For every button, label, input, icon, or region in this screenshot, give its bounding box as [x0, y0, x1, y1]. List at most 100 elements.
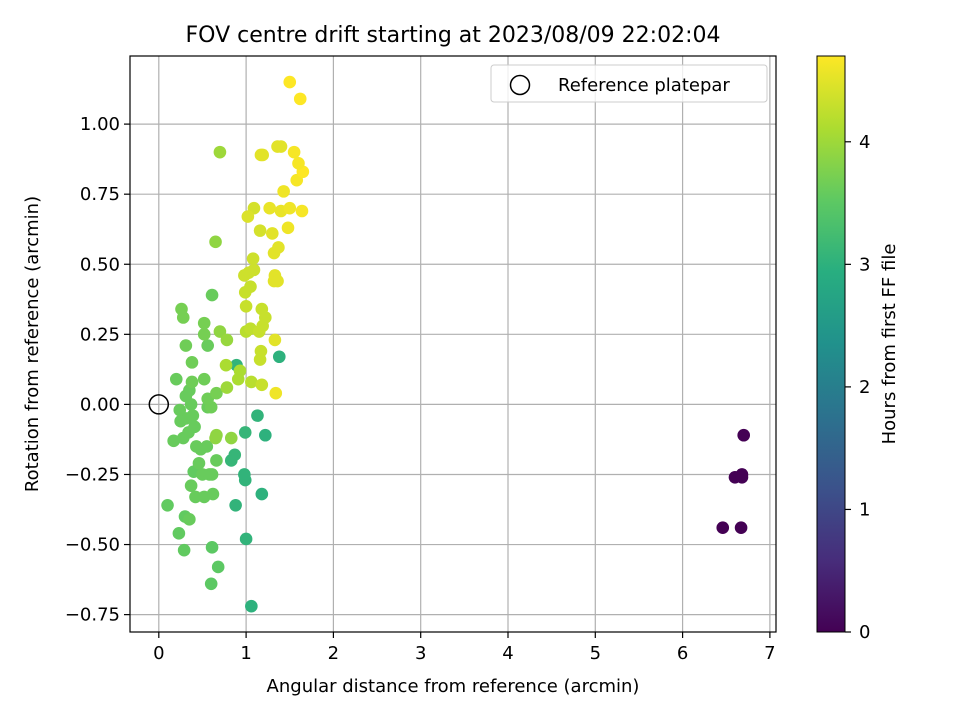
data-point — [205, 468, 219, 481]
y-tick-label: −0.50 — [65, 535, 120, 556]
x-tick-label: 4 — [502, 643, 513, 664]
data-point — [272, 350, 286, 364]
data-point — [175, 302, 188, 316]
data-point — [209, 235, 222, 249]
x-tick-label: 0 — [153, 643, 164, 664]
data-point — [293, 92, 307, 106]
data-point — [220, 381, 234, 394]
legend-label: Reference platepar — [558, 75, 730, 96]
data-point — [241, 210, 255, 223]
data-point — [295, 204, 309, 218]
data-point — [206, 487, 220, 501]
data-point — [259, 428, 272, 442]
data-point — [185, 356, 199, 369]
data-point — [209, 431, 222, 445]
data-point — [255, 487, 269, 501]
data-point — [245, 599, 258, 613]
data-point — [735, 470, 749, 484]
data-point — [201, 339, 214, 352]
x-axis-ticks: 0 1 2 3 4 5 6 7 — [153, 632, 776, 664]
data-point — [253, 224, 267, 237]
grid-lines — [130, 56, 776, 632]
data-point — [229, 499, 242, 512]
data-point — [287, 145, 301, 159]
data-point — [219, 358, 233, 372]
data-point — [737, 428, 750, 442]
data-point — [197, 372, 211, 386]
legend-open-circle-icon — [509, 74, 531, 96]
data-point — [246, 252, 260, 265]
data-point — [188, 420, 201, 434]
data-point — [172, 527, 186, 540]
data-point — [263, 201, 276, 215]
data-point — [204, 577, 218, 591]
data-point — [213, 325, 227, 338]
x-tick-label: 3 — [415, 643, 426, 664]
data-point — [251, 409, 264, 422]
data-point — [254, 344, 268, 358]
data-point — [213, 145, 227, 159]
data-point — [272, 241, 285, 254]
data-point — [184, 479, 198, 492]
data-point — [277, 185, 290, 198]
x-tick-label: 7 — [764, 643, 775, 664]
data-point — [189, 490, 202, 504]
data-point — [233, 364, 247, 378]
data-point — [239, 532, 253, 546]
data-point — [205, 288, 219, 302]
y-axis-ticks: −0.75 −0.50 −0.25 0.00 0.25 0.50 0.75 1.00 — [65, 114, 130, 626]
data-point — [228, 448, 242, 462]
y-tick-label: 0.25 — [80, 324, 120, 345]
x-tick-label: 5 — [590, 643, 601, 664]
data-point — [192, 456, 206, 470]
data-point — [161, 499, 174, 512]
data-point — [269, 386, 283, 400]
legend: Reference platepar — [490, 64, 768, 103]
data-point — [244, 280, 257, 293]
x-tick-label: 1 — [240, 643, 251, 664]
data-point — [200, 440, 214, 453]
data-point — [205, 541, 219, 554]
y-tick-label: 0.75 — [80, 184, 120, 205]
data-point — [268, 333, 282, 347]
data-point — [245, 375, 258, 389]
y-tick-label: 0.50 — [80, 254, 120, 275]
data-point — [177, 543, 191, 557]
y-tick-label: −0.75 — [65, 605, 120, 626]
data-point — [186, 409, 200, 422]
data-point — [169, 372, 183, 386]
colorbar-label: Hours from first FF file — [879, 244, 900, 445]
colorbar-tick-label: 2 — [859, 377, 870, 398]
data-point — [716, 521, 730, 535]
data-point — [292, 157, 305, 170]
data-point — [210, 454, 223, 467]
data-point — [197, 328, 211, 341]
plot-frame — [129, 55, 777, 633]
colorbar: 0 1 2 3 4 Hours from first FF file — [816, 55, 900, 643]
data-point — [167, 434, 180, 448]
data-point — [190, 440, 203, 453]
colorbar-tick-label: 3 — [859, 254, 870, 275]
data-point — [239, 300, 253, 313]
data-point — [247, 263, 261, 277]
colorbar-tick-label: 0 — [859, 622, 870, 643]
colorbar-ticks: 0 1 2 3 4 — [845, 132, 870, 643]
data-point — [220, 333, 234, 347]
data-point — [179, 339, 193, 352]
legend-box — [490, 64, 768, 103]
data-point — [173, 403, 187, 417]
y-tick-label: 0.00 — [80, 394, 120, 415]
data-point — [211, 560, 225, 574]
colorbar-tick-label: 4 — [859, 132, 870, 153]
colorbar-gradient — [816, 55, 846, 633]
data-point — [210, 386, 223, 400]
data-point — [238, 468, 251, 481]
data-point — [255, 302, 269, 316]
data-point — [197, 316, 211, 330]
data-points — [161, 75, 750, 613]
x-tick-label: 6 — [677, 643, 688, 664]
data-point — [281, 221, 295, 235]
data-point — [734, 521, 748, 535]
reference-platepar-marker — [148, 394, 170, 415]
